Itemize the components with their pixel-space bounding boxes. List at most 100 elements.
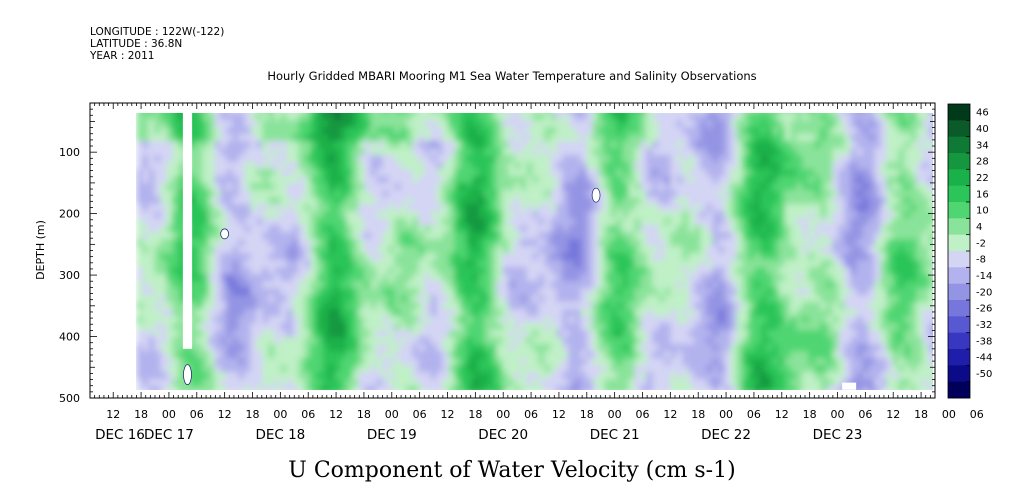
heatmap-cell [586,120,594,128]
heatmap-cell [142,323,150,331]
heatmap-cell [448,239,456,247]
heatmap-cell [520,246,528,254]
heatmap-cell [592,330,600,338]
heatmap-cell [598,309,606,317]
heatmap-cell [328,302,336,310]
heatmap-cell [238,169,246,177]
heatmap-cell [550,127,558,135]
heatmap-cell [334,239,342,247]
heatmap-cell [640,148,648,156]
heatmap-cell [154,288,162,296]
heatmap-cell [730,337,738,345]
heatmap-cell [730,134,738,142]
heatmap-cell [436,288,444,296]
heatmap-cell [316,155,324,163]
heatmap-cell [838,197,846,205]
heatmap-cell [616,260,624,268]
heatmap-cell [334,183,342,191]
heatmap-cell [328,365,336,373]
heatmap-cell [598,225,606,233]
heatmap-cell [664,267,672,275]
heatmap-cell [388,197,396,205]
heatmap-cell [190,176,198,184]
heatmap-cell [580,120,588,128]
heatmap-cell [346,260,354,268]
heatmap-cell [862,309,870,317]
heatmap-cell [844,232,852,240]
heatmap-cell [502,267,510,275]
heatmap-cell [226,386,234,390]
heatmap-cell [760,190,768,198]
heatmap-cell [832,134,840,142]
heatmap-cell [856,218,864,226]
heatmap-cell [532,358,540,366]
heatmap-cell [262,302,270,310]
heatmap-cell [676,141,684,149]
heatmap-cell [508,127,516,135]
heatmap-cell [370,162,378,170]
heatmap-cell [436,260,444,268]
heatmap-cell [460,169,468,177]
heatmap-cell [214,358,222,366]
heatmap-cell [244,176,252,184]
heatmap-cell [220,295,228,303]
heatmap-cell [208,183,216,191]
heatmap-cell [268,239,276,247]
heatmap-cell [256,288,264,296]
heatmap-cell [244,204,252,212]
heatmap-cell [658,211,666,219]
heatmap-cell [400,351,408,359]
heatmap-cell [478,190,486,198]
heatmap-cell [676,218,684,226]
heatmap-cell [274,204,282,212]
heatmap-cell [262,309,270,317]
heatmap-cell [562,316,570,324]
heatmap-cell [538,344,546,352]
heatmap-cell [826,274,834,282]
heatmap-cell [730,113,738,121]
heatmap-cell [790,169,798,177]
heatmap-cell [772,337,780,345]
heatmap-cell [532,365,540,373]
heatmap-cell [628,246,636,254]
heatmap-cell [172,134,180,142]
heatmap-cell [502,197,510,205]
heatmap-cell [790,316,798,324]
heatmap-cell [310,127,318,135]
heatmap-cell [640,351,648,359]
heatmap-cell [586,274,594,282]
heatmap-cell [400,274,408,282]
heatmap-cell [658,302,666,310]
heatmap-cell [196,365,204,373]
heatmap-cell [190,141,198,149]
heatmap-cell [520,127,528,135]
heatmap-cell [538,218,546,226]
heatmap-cell [310,197,318,205]
heatmap-cell [568,246,576,254]
heatmap-cell [490,197,498,205]
heatmap-cell [298,386,306,390]
heatmap-cell [298,113,306,121]
heatmap-cell [604,218,612,226]
heatmap-cell [718,302,726,310]
heatmap-cell [280,253,288,261]
heatmap-cell [586,197,594,205]
heatmap-cell [148,120,156,128]
heatmap-cell [778,141,786,149]
heatmap-cell [676,372,684,380]
heatmap-cell [214,141,222,149]
heatmap-cell [472,379,480,387]
heatmap-cell [448,358,456,366]
heatmap-cell [736,365,744,373]
heatmap-cell [664,162,672,170]
heatmap-cell [244,120,252,128]
heatmap-cell [562,386,570,390]
heatmap-cell [574,162,582,170]
heatmap-cell [370,218,378,226]
heatmap-cell [298,267,306,275]
heatmap-cell [292,344,300,352]
heatmap-cell [376,134,384,142]
heatmap-cell [640,183,648,191]
heatmap-cell [844,316,852,324]
heatmap-cell [160,295,168,303]
